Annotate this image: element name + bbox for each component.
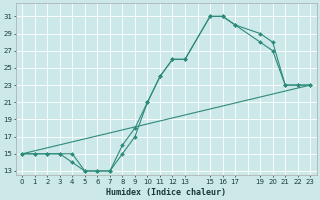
X-axis label: Humidex (Indice chaleur): Humidex (Indice chaleur) xyxy=(106,188,226,197)
